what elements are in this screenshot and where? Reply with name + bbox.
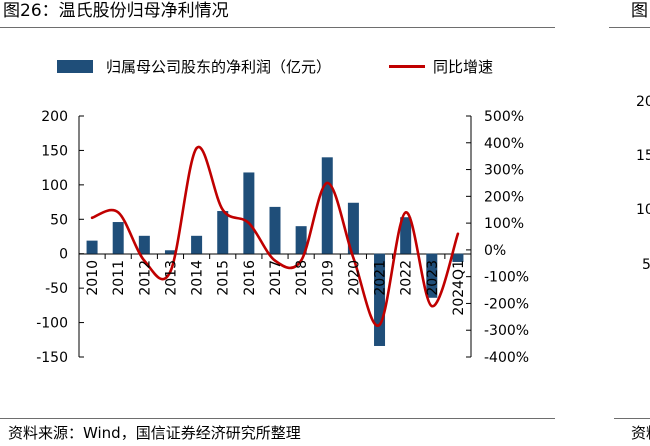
growth-point-2017 [273,259,277,262]
x-label-2021: 2021 [373,260,389,296]
x-label-2023: 2023 [425,260,441,296]
right-tick-label: -300% [484,323,529,339]
right-tick-label: 300% [484,163,524,179]
chart-axes: 200 150 100 50 0 -50 -100 -150 500% 400% 300% 200% 1… [36,109,529,366]
x-label-2012: 2012 [137,260,153,296]
left-tick-label: -100 [36,316,68,332]
x-label-2022: 2022 [399,260,415,296]
right-tick-label: 400% [484,136,524,152]
x-label-2019: 2019 [320,260,336,296]
x-label-2016: 2016 [242,260,258,296]
growth-point-2010 [90,216,94,219]
x-label-2018: 2018 [294,260,310,296]
legend-bar-swatch [57,60,93,73]
title-divider [0,27,555,28]
right-tick-label: -200% [484,296,529,312]
bar-2012 [138,235,150,254]
adjacent-figure-title-fragment: 图 [631,1,648,21]
adjacent-title-divider [609,27,650,28]
x-label-2013: 2013 [163,260,179,296]
right-tick-label: 200% [484,189,524,205]
right-tick-label: 100% [484,216,524,232]
left-tick-label: -50 [45,281,68,297]
legend-line-label: 同比增速 [433,58,493,76]
growth-point-2012 [143,259,146,262]
adjacent-tick-fragment: 20 [636,94,650,110]
bar-2020 [347,202,359,254]
bar-2023 [426,253,438,298]
bar-2019 [321,157,333,254]
adjacent-source-divider [614,418,650,419]
chart-legend: 归属母公司股东的净利润（亿元） 同比增速 [57,58,493,76]
growth-point-2018 [299,259,303,262]
bar-2011 [112,222,124,254]
growth-point-2021 [378,323,381,327]
growth-point-2015 [221,208,224,211]
x-label-2017: 2017 [268,260,284,296]
left-tick-label: 200 [41,109,68,125]
x-label-2020: 2020 [346,260,362,296]
adjacent-tick-fragment: 5 [642,257,650,273]
bar-2013 [164,250,176,254]
bar-2016 [243,172,255,254]
bar-2022 [400,217,412,254]
left-tick-label: 100 [41,178,68,194]
adjacent-tick-fragment: 10 [636,202,650,218]
source-note: 资料来源：Wind，国信证券经济研究所整理 [8,424,301,442]
adjacent-tick-fragment: 15 [636,148,650,164]
growth-point-2020 [352,256,355,260]
right-tick-label: -100% [484,270,529,286]
bar-2017 [269,206,281,254]
bar-2015 [217,211,229,254]
x-tick-labels: 2010 2011 2012 2013 2014 2015 2016 2017 2018 2019… [85,260,467,316]
figure-title: 图26：温氏股份归母净利情况 [3,1,229,21]
legend-bar-label: 归属母公司股东的净利润（亿元） [106,58,331,76]
growth-rate-line [90,145,460,327]
bar-2010 [86,240,98,254]
growth-point-2014 [195,146,198,150]
growth-point-2023 [430,304,433,308]
bar-2024Q1 [452,253,464,262]
bar-series [86,157,464,346]
growth-point-2011 [117,211,120,214]
left-tick-label: 150 [41,143,68,159]
growth-point-2024Q1 [456,232,460,236]
growth-point-2016 [247,221,251,225]
x-label-2011: 2011 [111,260,127,296]
growth-point-2013 [169,270,172,273]
x-label-2015: 2015 [216,260,232,296]
bar-2018 [295,226,307,254]
adjacent-source-fragment: 资料 [631,424,650,442]
growth-point-2019 [326,181,329,185]
bar-2021 [374,253,386,346]
x-label-2024Q1: 2024Q1 [451,260,467,316]
right-tick-label: -400% [484,350,529,366]
growth-point-2022 [404,211,407,214]
bar-2014 [191,235,203,254]
x-label-2010: 2010 [85,260,101,296]
x-label-2014: 2014 [190,260,206,296]
right-tick-label: 500% [484,109,524,125]
line-series [90,145,460,327]
source-divider [0,418,555,419]
right-tick-label: 0% [484,243,506,259]
left-tick-label: 0 [59,247,68,263]
left-tick-label: -150 [36,350,68,366]
left-tick-label: 50 [50,212,68,228]
